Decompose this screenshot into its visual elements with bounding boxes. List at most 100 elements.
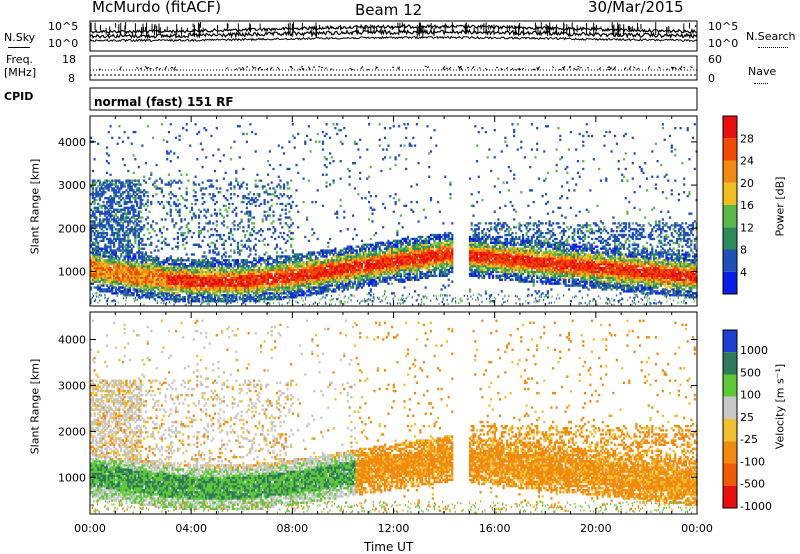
power-cell xyxy=(159,261,162,264)
power-cell xyxy=(329,280,332,283)
power-cell xyxy=(306,253,309,256)
power-cell xyxy=(378,270,381,274)
power-cell xyxy=(187,274,190,278)
power-cell xyxy=(279,266,282,270)
power-cell xyxy=(329,261,332,264)
power-cell xyxy=(329,136,332,140)
power-cell xyxy=(389,278,392,281)
power-cell xyxy=(277,282,280,285)
power-cell xyxy=(118,197,121,200)
power-cell xyxy=(176,247,179,250)
power-cell xyxy=(360,270,364,274)
power-cell xyxy=(109,243,112,246)
power-cell xyxy=(260,288,263,291)
power-cell xyxy=(144,251,148,254)
power-cell xyxy=(105,220,109,223)
power-cell xyxy=(251,290,254,293)
power-cell xyxy=(251,288,254,291)
power-cell xyxy=(318,280,321,283)
power-cell xyxy=(288,230,291,233)
power-cell xyxy=(208,179,211,182)
power-cell xyxy=(109,241,112,245)
power-cell xyxy=(348,265,351,268)
power-cell xyxy=(274,272,277,276)
power-cell xyxy=(107,290,110,293)
power-cell xyxy=(194,280,197,283)
power-cell xyxy=(321,270,325,274)
power-cell xyxy=(295,263,298,266)
power-cell xyxy=(143,189,146,192)
power-cell xyxy=(334,266,337,270)
power-cell xyxy=(222,290,225,293)
power-cell xyxy=(201,276,204,279)
power-cell xyxy=(387,272,390,276)
power-cell xyxy=(249,198,252,202)
power-cell xyxy=(146,200,149,204)
power-cell xyxy=(90,208,93,211)
power-cell xyxy=(213,263,217,266)
power-cell xyxy=(109,245,112,248)
power-cell xyxy=(339,274,342,278)
power-cell xyxy=(205,296,208,299)
power-cell xyxy=(182,288,185,291)
power-cell xyxy=(206,280,209,283)
power-cell xyxy=(286,294,289,297)
power-cell xyxy=(178,179,181,182)
power-cell xyxy=(102,280,105,283)
power-cell xyxy=(318,266,321,270)
power-cell xyxy=(228,280,231,283)
power-cell xyxy=(339,177,342,180)
power-cell xyxy=(162,272,165,276)
power-cell xyxy=(134,266,137,270)
power-cell xyxy=(132,284,135,287)
power-cell xyxy=(233,249,236,252)
power-cell xyxy=(134,195,137,198)
power-cell xyxy=(215,259,218,262)
power-cell xyxy=(167,263,171,266)
power-cell xyxy=(105,276,109,279)
power-cell xyxy=(152,276,155,279)
power-cell xyxy=(128,195,132,198)
power-cell xyxy=(134,210,137,213)
power-cell xyxy=(369,245,372,248)
power-cell xyxy=(281,286,284,289)
power-cell xyxy=(97,265,100,268)
power-cell xyxy=(176,245,179,248)
power-cell xyxy=(141,261,144,264)
power-cell xyxy=(116,235,119,239)
power-cell xyxy=(313,288,316,291)
power-cell xyxy=(114,239,117,243)
power-cell xyxy=(153,282,156,285)
power-cell xyxy=(268,193,271,196)
power-cell xyxy=(178,298,181,301)
power-cell xyxy=(114,251,117,254)
power-cell xyxy=(118,245,121,248)
power-cell xyxy=(105,200,109,204)
power-cell xyxy=(229,290,233,293)
power-cell xyxy=(314,266,317,270)
power-cell xyxy=(134,231,137,235)
power-cell xyxy=(205,216,208,219)
power-cell xyxy=(120,270,123,274)
power-cell xyxy=(217,274,220,278)
power-cell xyxy=(332,259,335,262)
power-cell xyxy=(334,276,337,279)
power-cell xyxy=(265,298,268,301)
power-cell xyxy=(284,270,287,274)
power-cell xyxy=(130,220,133,223)
power-cell xyxy=(137,274,140,278)
power-cell xyxy=(104,270,107,274)
power-cell xyxy=(194,214,197,217)
power-cell xyxy=(286,255,289,258)
power-cell xyxy=(336,274,339,278)
power-cell xyxy=(240,272,243,276)
power-cell xyxy=(378,241,381,245)
power-cell xyxy=(125,292,128,295)
power-cell xyxy=(91,179,94,182)
power-cell xyxy=(175,208,178,211)
power-cell xyxy=(111,214,114,217)
power-cell xyxy=(107,212,110,215)
power-cell xyxy=(371,212,374,215)
power-cell xyxy=(157,187,160,190)
power-cell xyxy=(210,300,213,303)
